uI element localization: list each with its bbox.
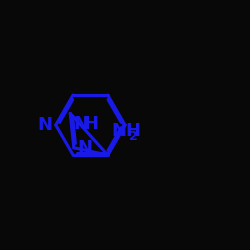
Text: 2: 2 bbox=[129, 130, 138, 142]
Text: N: N bbox=[73, 114, 88, 132]
Text: NH: NH bbox=[112, 122, 142, 140]
Text: N: N bbox=[37, 116, 52, 134]
Text: H: H bbox=[83, 114, 98, 132]
Text: N: N bbox=[78, 139, 92, 157]
